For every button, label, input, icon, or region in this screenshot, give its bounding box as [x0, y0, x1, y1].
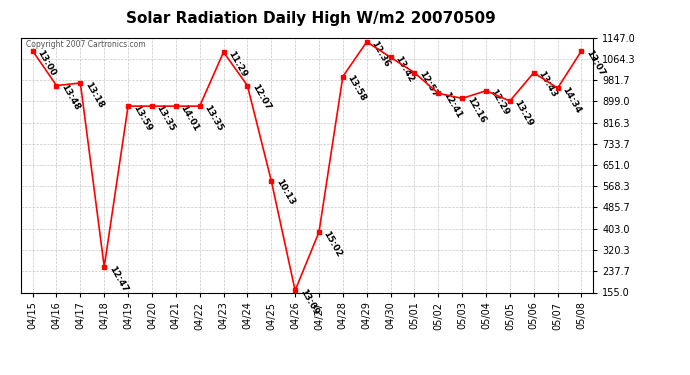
- Text: 13:42: 13:42: [393, 54, 415, 84]
- Text: 12:07: 12:07: [250, 83, 273, 112]
- Text: 13:18: 13:18: [83, 80, 106, 110]
- Text: 13:58: 13:58: [346, 74, 368, 103]
- Text: 13:35: 13:35: [202, 104, 224, 133]
- Text: 12:36: 12:36: [369, 39, 392, 68]
- Text: 12:29: 12:29: [489, 88, 511, 117]
- Text: 13:59: 13:59: [131, 104, 153, 133]
- Text: 13:00: 13:00: [35, 48, 57, 77]
- Text: 10:13: 10:13: [274, 178, 296, 207]
- Text: Copyright 2007 Cartronics.com: Copyright 2007 Cartronics.com: [26, 40, 146, 49]
- Text: 13:09: 13:09: [298, 288, 320, 317]
- Text: 11:29: 11:29: [226, 50, 248, 79]
- Text: 13:29: 13:29: [513, 98, 535, 128]
- Text: 15:02: 15:02: [322, 230, 344, 258]
- Text: 13:35: 13:35: [155, 104, 177, 133]
- Text: 12:47: 12:47: [107, 264, 129, 294]
- Text: 13:43: 13:43: [537, 70, 559, 99]
- Text: 14:34: 14:34: [560, 86, 582, 115]
- Text: Solar Radiation Daily High W/m2 20070509: Solar Radiation Daily High W/m2 20070509: [126, 11, 495, 26]
- Text: 13:07: 13:07: [584, 48, 607, 77]
- Text: 13:48: 13:48: [59, 83, 81, 112]
- Text: 12:16: 12:16: [465, 96, 487, 125]
- Text: 12:41: 12:41: [441, 90, 463, 120]
- Text: 14:01: 14:01: [179, 104, 201, 133]
- Text: 12:57: 12:57: [417, 70, 440, 99]
